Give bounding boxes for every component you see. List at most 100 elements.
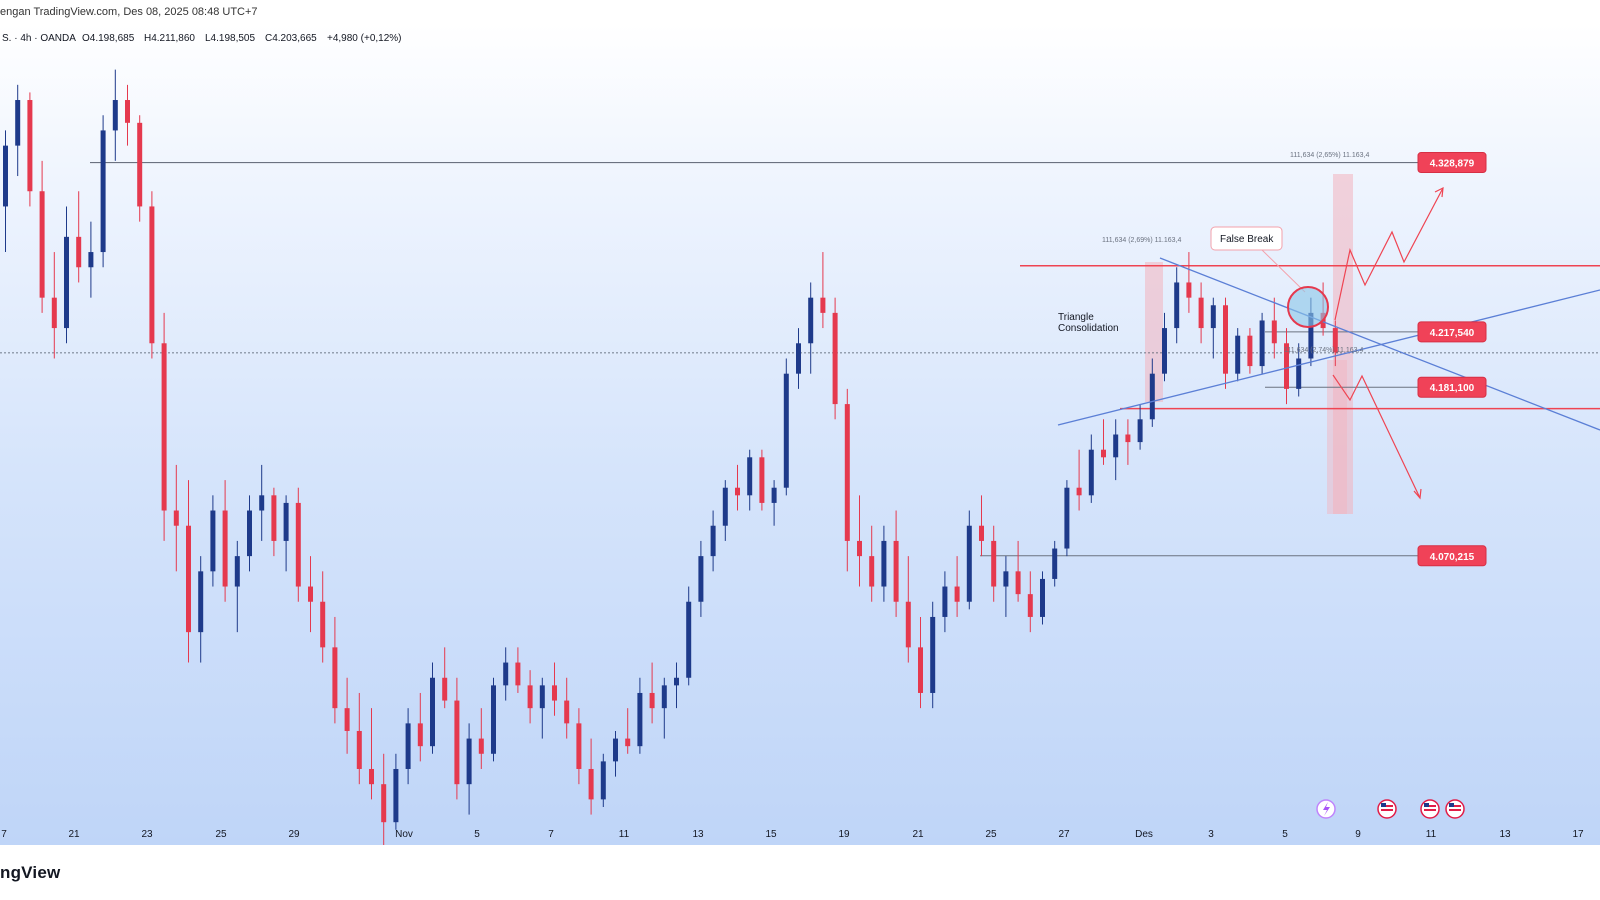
- candle: [722, 480, 728, 541]
- svg-text:4.070,215: 4.070,215: [1430, 552, 1475, 563]
- candle: [1210, 297, 1216, 359]
- svg-text:4.217,540: 4.217,540: [1430, 328, 1475, 339]
- candle: [869, 525, 875, 602]
- candle: [478, 708, 484, 769]
- candle: [991, 525, 997, 602]
- arrow-head-down: [1413, 488, 1422, 500]
- candle: [405, 708, 411, 785]
- candle: [15, 84, 21, 177]
- false-break-callout[interactable]: False Break: [1210, 226, 1283, 251]
- candle: [1137, 404, 1143, 450]
- candle: [1284, 328, 1289, 405]
- candle: [1003, 556, 1009, 617]
- candle: [466, 723, 472, 815]
- candle: [966, 510, 972, 610]
- candle: [1064, 480, 1070, 557]
- candle: [527, 670, 533, 724]
- candle: [1174, 267, 1180, 344]
- candle: [64, 206, 69, 344]
- candle: [137, 115, 143, 222]
- candle: [295, 487, 301, 602]
- triangle-lower-trendline: [1057, 289, 1600, 426]
- ohlc-low: L4.198,505: [205, 33, 255, 44]
- candle: [832, 297, 838, 420]
- event-icons: [1316, 799, 1465, 819]
- candle: [186, 480, 191, 663]
- footer: ngView: [0, 845, 1600, 900]
- measure-zone: [1145, 262, 1163, 402]
- us-flag-icon[interactable]: [1445, 799, 1465, 819]
- candle: [686, 586, 692, 686]
- candle: [1040, 571, 1045, 625]
- candle: [661, 677, 667, 739]
- candle: [600, 753, 606, 807]
- ohlc-high: H4.211,860: [144, 33, 195, 44]
- bullish-path-arrow: [1334, 187, 1444, 321]
- candle: [759, 449, 765, 511]
- candle: [1052, 540, 1058, 587]
- x-tick-label: 9: [1355, 829, 1361, 840]
- ohlc-bar: S. · 4h · OANDA O4.198,685 H4.211,860 L4…: [2, 33, 402, 44]
- svg-text:4.181,100: 4.181,100: [1430, 383, 1475, 394]
- candle: [808, 282, 814, 374]
- candle: [1088, 434, 1094, 503]
- candle: [1015, 540, 1021, 602]
- candle: [796, 328, 801, 389]
- price-tags: 4.328,879 4.217,540 4.181,100 4.070,215: [1417, 152, 1487, 567]
- candle: [3, 130, 8, 253]
- candle: [51, 252, 57, 359]
- candle: [283, 495, 289, 572]
- triangle-upper-trendline: [1159, 257, 1600, 431]
- highlight-zones: [1145, 174, 1353, 514]
- candle: [198, 556, 204, 663]
- candle: [588, 738, 594, 815]
- candle: [881, 525, 887, 602]
- candle: [783, 358, 789, 496]
- bearish-path-arrow: [1332, 374, 1421, 499]
- candle: [1149, 358, 1155, 427]
- x-tick-label: 5: [474, 829, 480, 840]
- false-break-circle: [1287, 286, 1329, 328]
- candle: [112, 69, 118, 161]
- candle: [918, 616, 923, 709]
- candle: [613, 730, 618, 777]
- header-source-text: engan TradingView.com, Des 08, 2025 08:4…: [0, 6, 258, 18]
- candle: [320, 571, 326, 663]
- candle: [39, 160, 45, 313]
- false-break-box: [1210, 226, 1283, 251]
- candle: [503, 647, 509, 701]
- x-tick-label: Nov: [395, 829, 413, 840]
- candle: [369, 708, 374, 800]
- candle: [173, 464, 179, 572]
- x-tick-label: 7: [1, 829, 7, 840]
- candle: [417, 692, 423, 762]
- x-tick-label: 25: [985, 829, 997, 840]
- price-tag: 4.217,540: [1417, 321, 1487, 343]
- x-tick-label: 21: [912, 829, 924, 840]
- candle: [1076, 449, 1082, 511]
- x-tick-label: 29: [288, 829, 300, 840]
- candle: [1113, 419, 1119, 481]
- x-tick-label: 5: [1282, 829, 1288, 840]
- candle: [771, 480, 777, 526]
- price-tag: 4.181,100: [1417, 376, 1487, 398]
- lightning-icon[interactable]: [1316, 799, 1336, 819]
- candle: [1223, 297, 1228, 389]
- candle: [381, 753, 387, 845]
- candle: [515, 647, 521, 693]
- us-flag-icon[interactable]: [1377, 799, 1397, 819]
- x-tick-label: 21: [68, 829, 80, 840]
- x-axis-ticks: 7 21 23 25 29 Nov 5 7 11 13 15 19 21 25 27 Des 3 5 9 11 13 17: [1, 829, 1584, 840]
- us-flag-icon[interactable]: [1420, 799, 1440, 819]
- candle: [1271, 297, 1277, 359]
- drawing-overlays: [1057, 186, 1600, 500]
- candle: [735, 464, 740, 511]
- candle: [1186, 252, 1192, 313]
- price-tag: 4.328,879: [1417, 152, 1487, 174]
- x-tick-label: 25: [215, 829, 227, 840]
- candle: [844, 388, 850, 572]
- candle: [1332, 320, 1338, 367]
- candle: [625, 708, 631, 754]
- candle: [1247, 328, 1253, 374]
